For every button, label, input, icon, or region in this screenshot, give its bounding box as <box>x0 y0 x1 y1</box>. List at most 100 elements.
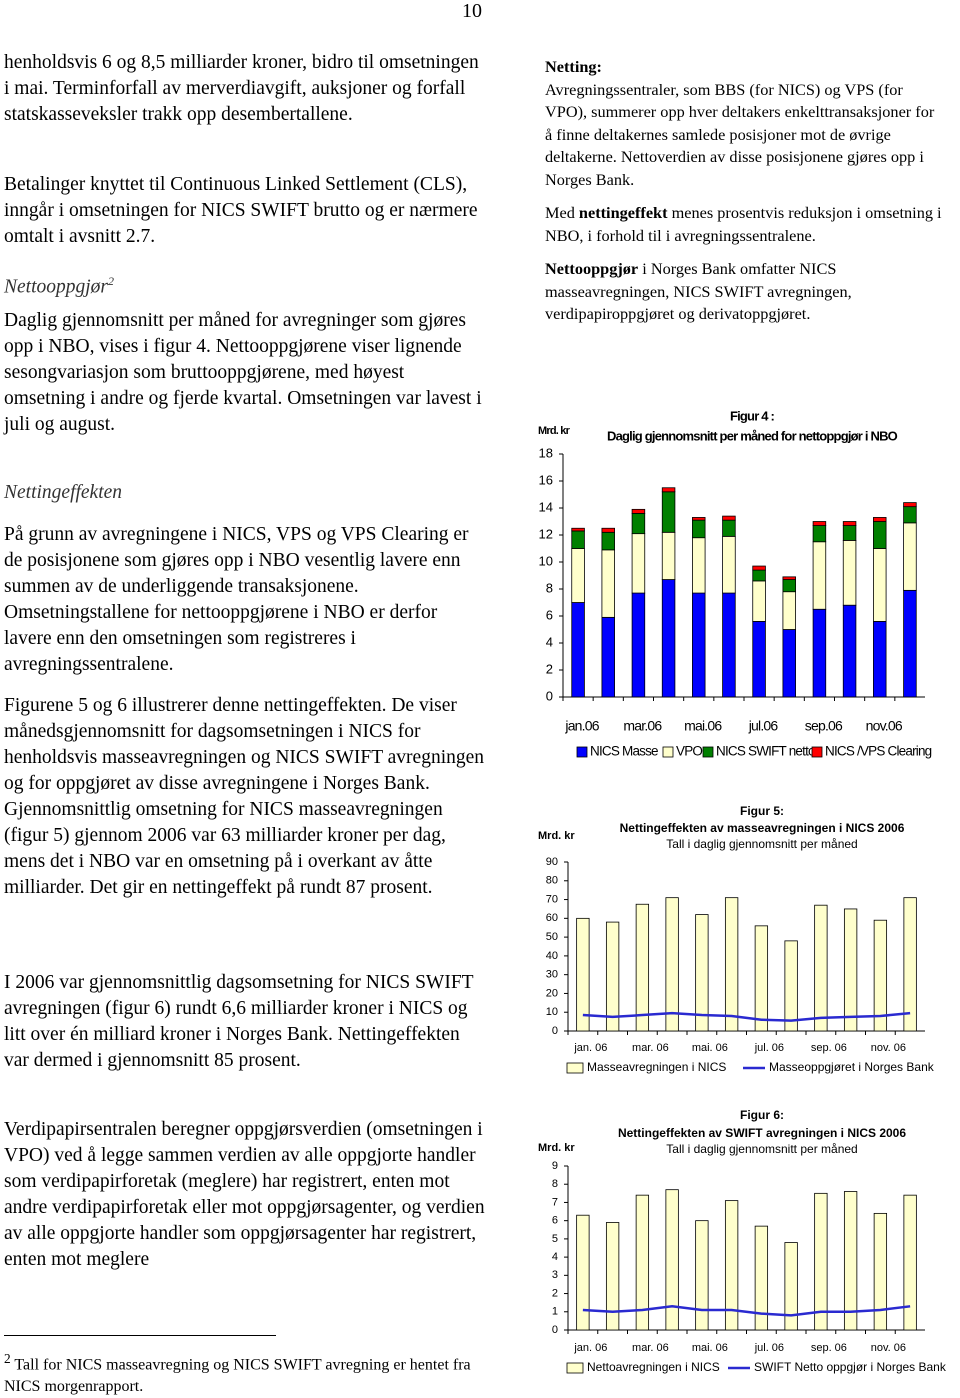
bar <box>631 508 646 514</box>
paragraph: henholdsvis 6 og 8,5 milliarder kroner, … <box>4 52 479 125</box>
y-tick-label: 10 <box>546 1006 558 1018</box>
y-axis-label: Mrd. kr <box>538 425 571 437</box>
chart-subtitle: Daglig gjennomsnitt per måned for nettop… <box>607 428 898 443</box>
y-tick-label: 3 <box>552 1269 558 1281</box>
paragraph: På grunn av avregningene i NICS, VPS og … <box>4 524 469 675</box>
bar <box>782 629 796 698</box>
bar <box>722 535 736 594</box>
paragraph: Daglig gjennomsnitt per måned for avregn… <box>4 310 482 435</box>
section-heading: Nettooppgjør2 <box>4 268 488 301</box>
x-tick-label: jul.06 <box>748 718 779 734</box>
y-tick-label: 0 <box>552 1324 558 1336</box>
line <box>582 1011 911 1022</box>
bar <box>812 521 827 526</box>
box-paragraph: Med nettingeffekt menes prosentvis reduk… <box>545 202 945 247</box>
bar <box>842 521 857 526</box>
bar <box>784 1242 798 1331</box>
bar <box>571 527 585 532</box>
chart-note: Tall i daglig gjennomsnitt per måned <box>666 837 857 851</box>
bar <box>842 604 857 698</box>
chart-title: Figur 4 : <box>730 408 775 423</box>
bar <box>903 589 917 698</box>
x-tick-label: jan. 06 <box>573 1042 607 1054</box>
legend-swatch <box>811 746 823 758</box>
bar <box>722 519 736 537</box>
paragraph: Verdipapirsentralen beregner oppgjørsver… <box>4 1119 485 1270</box>
y-tick-label: 4 <box>546 634 553 649</box>
bar <box>692 517 706 521</box>
bar <box>812 608 827 698</box>
bar <box>782 591 796 630</box>
footnote-mark: 2 <box>4 1351 11 1366</box>
bar <box>843 908 858 1032</box>
bar <box>571 530 585 549</box>
bar <box>873 1212 888 1331</box>
legend-label: Masseavregningen i NICS <box>587 1060 726 1074</box>
bar <box>605 921 620 1032</box>
y-tick-label: 9 <box>552 1160 558 1172</box>
legend-label: NICS SWIFT netto <box>716 744 815 759</box>
bar <box>782 579 796 593</box>
line <box>582 1305 911 1317</box>
legend-label: Masseoppgjøret i Norges Bank <box>769 1060 935 1074</box>
legend-label: VPO <box>676 744 702 759</box>
y-tick-label: 8 <box>552 1178 558 1190</box>
legend-swatch <box>566 1362 584 1374</box>
bar <box>695 914 709 1032</box>
bar <box>903 506 917 524</box>
paragraph: Figurene 5 og 6 illustrerer denne nettin… <box>4 695 485 898</box>
text-run: Med <box>545 203 579 222</box>
x-tick-label: jan.06 <box>564 718 599 734</box>
y-tick-label: 2 <box>546 661 553 676</box>
legend-swatch <box>702 746 714 758</box>
x-tick-label: mai.06 <box>684 718 722 734</box>
bar <box>665 1189 679 1331</box>
bar <box>661 579 676 698</box>
x-tick-label: mai. 06 <box>692 1042 728 1054</box>
bar <box>571 602 585 698</box>
box-title: Netting: <box>545 57 602 76</box>
bar <box>631 592 646 698</box>
y-axis-label: Mrd. kr <box>538 830 575 842</box>
x-tick-label: sep.06 <box>805 718 843 734</box>
bar <box>842 540 857 606</box>
x-tick-label: nov. 06 <box>871 1342 906 1354</box>
bar <box>873 521 887 549</box>
page-number: 10 <box>462 0 482 22</box>
bar <box>752 569 766 582</box>
y-tick-label: 16 <box>539 472 553 487</box>
y-tick-label: 1 <box>552 1306 558 1318</box>
bar <box>601 549 615 618</box>
x-tick-label: mar. 06 <box>632 1342 669 1354</box>
bar <box>903 502 917 508</box>
bar <box>631 533 646 594</box>
bar <box>873 548 887 622</box>
bar <box>692 537 706 594</box>
legend-swatch <box>662 746 674 758</box>
x-tick-label: jul. 06 <box>754 1042 784 1054</box>
y-tick-label: 90 <box>546 856 558 868</box>
bar <box>605 1222 620 1331</box>
bar <box>812 525 827 543</box>
y-tick-label: 18 <box>539 445 553 460</box>
bar <box>724 1200 739 1331</box>
text-run: i Norges Bank omfatter NICS masseavregni… <box>545 259 852 323</box>
text-run: Avregningssentraler, som BBS (for NICS) … <box>545 79 935 189</box>
bar <box>601 531 615 551</box>
x-tick-label: mar.06 <box>623 718 662 734</box>
chart-title: Figur 5: <box>740 804 784 818</box>
y-tick-label: 7 <box>552 1196 558 1208</box>
y-tick-label: 12 <box>539 526 553 541</box>
y-tick-label: 4 <box>552 1251 558 1263</box>
x-tick-label: jan. 06 <box>573 1342 607 1354</box>
legend-label: Nettoavregningen i NICS <box>587 1360 720 1374</box>
bar <box>601 616 615 698</box>
box-paragraph: Nettooppgjør i Norges Bank omfatter NICS… <box>545 258 945 326</box>
footnote: 2 Tall for NICS masseavregning og NICS S… <box>4 1348 494 1398</box>
section-heading: Nettingeffekten <box>4 480 488 506</box>
bar <box>722 515 736 521</box>
bar <box>724 897 739 1032</box>
chart-subtitle: Nettingeffekten av masseavregningen i NI… <box>620 821 905 835</box>
bar <box>661 487 676 493</box>
